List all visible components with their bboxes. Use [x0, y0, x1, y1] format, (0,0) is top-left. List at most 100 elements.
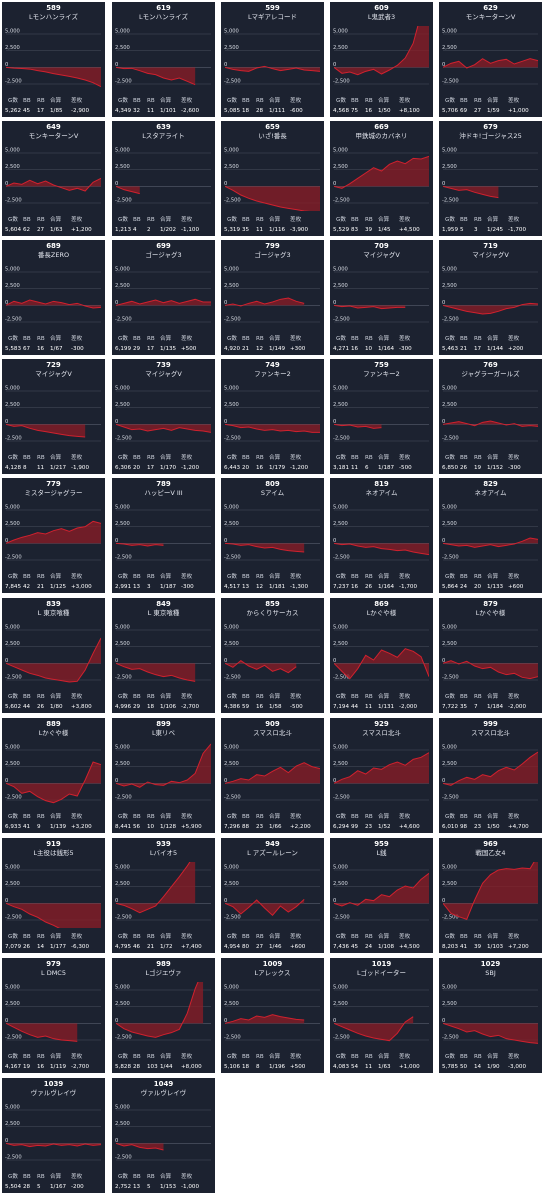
- machine-card[interactable]: 1009 Lアレックス 5,000 2,500 0 -2,500 G数 BB RB 合算 差枚 5,1…: [221, 958, 324, 1073]
- y-tick-label: 5,000: [442, 267, 457, 273]
- machine-card[interactable]: 699 ゴージャグ3 5,000 2,500 0 -2,500 G数 BB RB 合算 差枚 6,19…: [112, 240, 215, 355]
- machine-card[interactable]: 739 マイジャグV 5,000 2,500 0 -2,500 G数 BB RB 合算 差枚 6,30…: [112, 359, 215, 474]
- value-coin-diff: -2,700: [71, 1064, 90, 1070]
- stats-header-row: G数 BB RB 合算 差枚: [115, 813, 212, 822]
- machine-card[interactable]: 789 ハッピーV III 5,000 2,500 0 -2,500 G数 BB RB 合算 差枚 2…: [112, 478, 215, 593]
- diff-chart: 5,000 2,500 0 -2,500: [224, 148, 320, 211]
- machine-number: 659: [265, 123, 280, 131]
- y-tick-label: 2,500: [333, 641, 348, 647]
- y-tick-label: -2,500: [5, 198, 22, 204]
- machine-card[interactable]: 819 ネオアイム 5,000 2,500 0 -2,500 G数 BB RB 合算 差枚 7,237…: [330, 478, 433, 593]
- machine-name: Lバイオ5: [149, 849, 178, 857]
- machine-card[interactable]: 759 ファンキー2 5,000 2,500 0 -2,500 G数 BB RB 合算 差枚 3,18…: [330, 359, 433, 474]
- header-bb: BB: [23, 98, 31, 104]
- machine-card[interactable]: 659 いざ!番長 5,000 2,500 0 -2,500 G数 BB RB 合算 差枚 5,319…: [221, 121, 324, 236]
- machine-number: 839: [46, 600, 61, 608]
- header-bb: BB: [351, 336, 359, 342]
- value-rb: 11: [365, 704, 373, 710]
- machine-name: Lモンハンライズ: [139, 13, 188, 21]
- machine-card[interactable]: 769 ジャグラーガールズ 5,000 2,500 0 -2,500 G数 BB RB 合算 差枚 6…: [439, 359, 542, 474]
- machine-card[interactable]: 1039 ヴァルヴレイヴ 5,000 2,500 0 -2,500 G数 BB RB 合算 差枚 5,…: [2, 1078, 105, 1193]
- machine-card[interactable]: 689 番長ZERO 5,000 2,500 0 -2,500 G数 BB RB 合算 差枚 5,58…: [2, 240, 105, 355]
- machine-number: 879: [483, 600, 498, 608]
- machine-card[interactable]: 919 L主役は銭形5 5,000 2,500 0 -2,500 G数 BB RB 合算 差枚 7,0…: [2, 838, 105, 953]
- machine-card[interactable]: 959 L銭 5,000 2,500 0 -2,500 G数 BB RB 合算 差枚 7,436 45 2…: [330, 838, 433, 953]
- machine-card[interactable]: 939 Lバイオ5 5,000 2,500 0 -2,500 G数 BB RB 合算 差枚 4,795…: [112, 838, 215, 953]
- machine-card[interactable]: 619 Lモンハンライズ 5,000 2,500 0 -2,500 G数 BB RB 合算 差枚 4,…: [112, 2, 215, 117]
- header-combined-rate: 合算: [160, 98, 172, 104]
- value-combined-rate: 1/196: [269, 1064, 286, 1070]
- diff-area: [225, 762, 320, 784]
- machine-card[interactable]: 709 マイジャグV 5,000 2,500 0 -2,500 G数 BB RB 合算 差枚 4,27…: [330, 240, 433, 355]
- machine-card[interactable]: 869 Lかぐや様 5,000 2,500 0 -2,500 G数 BB RB 合算 差枚 7,194…: [330, 598, 433, 713]
- y-tick-label: 2,500: [5, 641, 20, 647]
- header-games: G数: [445, 217, 455, 223]
- machine-card[interactable]: 669 甲鉄城のカバネリ 5,000 2,500 0 -2,500 G数 BB RB 合算 差枚 5,…: [330, 121, 433, 236]
- machine-card[interactable]: 989 Lゴジエヴァ 5,000 2,500 0 -2,500 G数 BB RB 合算 差枚 5,82…: [112, 958, 215, 1073]
- header-rb: RB: [365, 217, 373, 223]
- value-rb: 27: [37, 227, 45, 233]
- machine-card[interactable]: 999 スマスロ北斗 5,000 2,500 0 -2,500 G数 BB RB 合算 差枚 6,01…: [439, 718, 542, 833]
- machine-card[interactable]: 809 Sアイム 5,000 2,500 0 -2,500 G数 BB RB 合算 差枚 4,517 1…: [221, 478, 324, 593]
- machine-number: 649: [46, 123, 61, 131]
- header-games: G数: [227, 455, 237, 461]
- machine-card[interactable]: 639 Lスタアライト 5,000 2,500 0 -2,500 G数 BB RB 合算 差枚 1,2…: [112, 121, 215, 236]
- machine-card[interactable]: 1029 SBJ 5,000 2,500 0 -2,500 G数 BB RB 合算 差枚 5,785 5…: [439, 958, 542, 1073]
- y-tick-label: 5,000: [5, 745, 20, 751]
- value-bb: 28: [23, 1184, 31, 1190]
- y-tick-label: 0: [5, 62, 8, 68]
- diff-line: [116, 298, 211, 306]
- stats-table: G数 BB RB 合算 差枚 7,722 35 7 1/184 -2,000: [442, 691, 539, 713]
- value-coin-diff: -1,700: [399, 584, 418, 590]
- value-bb: 46: [133, 944, 141, 950]
- machine-card[interactable]: 1049 ヴァルヴレイヴ 5,000 2,500 0 -2,500 G数 BB RB 合算 差枚 2,…: [112, 1078, 215, 1193]
- machine-card[interactable]: 1019 Lゴッドイーター 5,000 2,500 0 -2,500 G数 BB RB 合算 差枚 4…: [330, 958, 433, 1073]
- value-bb: 80: [242, 944, 250, 950]
- machine-card[interactable]: 599 Lマギアレコード 5,000 2,500 0 -2,500 G数 BB RB 合算 差枚 5,…: [221, 2, 324, 117]
- machine-card[interactable]: 849 L 東京喰種 5,000 2,500 0 -2,500 G数 BB RB 合算 差枚 4,99…: [112, 598, 215, 713]
- machine-card[interactable]: 729 マイジャグV 5,000 2,500 0 -2,500 G数 BB RB 合算 差枚 4,12…: [2, 359, 105, 474]
- y-tick-label: 2,500: [5, 164, 20, 170]
- machine-card[interactable]: 749 ファンキー2 5,000 2,500 0 -2,500 G数 BB RB 合算 差枚 6,44…: [221, 359, 324, 474]
- machine-card[interactable]: 649 モンキーターンV 5,000 2,500 0 -2,500 G数 BB RB 合算 差枚 5,…: [2, 121, 105, 236]
- machine-card[interactable]: 799 ゴージャグ3 5,000 2,500 0 -2,500 G数 BB RB 合算 差枚 4,92…: [221, 240, 324, 355]
- y-tick-label: 5,000: [224, 386, 239, 392]
- machine-card[interactable]: 779 ミスタージャグラー 5,000 2,500 0 -2,500 G数 BB RB 合算 差枚 7…: [2, 478, 105, 593]
- machine-card[interactable]: 589 Lモンハンライズ 5,000 2,500 0 -2,500 G数 BB RB 合算 差枚 5,…: [2, 2, 105, 117]
- machine-card[interactable]: 609 L鬼武者3 5,000 2,500 0 -2,500 G数 BB RB 合算 差枚 4,568…: [330, 2, 433, 117]
- value-rb: 6: [365, 465, 369, 471]
- machine-card[interactable]: 829 ネオアイム 5,000 2,500 0 -2,500 G数 BB RB 合算 差枚 5,864…: [439, 478, 542, 593]
- machine-card[interactable]: 879 Lかぐや様 5,000 2,500 0 -2,500 G数 BB RB 合算 差枚 7,722…: [439, 598, 542, 713]
- machine-card[interactable]: 679 沖ドキ!ゴージャス25 5,000 2,500 0 -2,500 G数 BB RB 合算 差…: [439, 121, 542, 236]
- value-rb: 7: [474, 704, 478, 710]
- stats-header-row: G数 BB RB 合算 差枚: [224, 933, 321, 942]
- header-coin-diff: 差枚: [508, 217, 520, 223]
- machine-card[interactable]: 929 スマスロ北斗 5,000 2,500 0 -2,500 G数 BB RB 合算 差枚 6,29…: [330, 718, 433, 833]
- machine-card[interactable]: 719 マイジャグV 5,000 2,500 0 -2,500 G数 BB RB 合算 差枚 5,46…: [439, 240, 542, 355]
- machine-card[interactable]: 979 L DMC5 5,000 2,500 0 -2,500 G数 BB RB 合算 差枚 4,16…: [2, 958, 105, 1073]
- value-combined-rate: 1/111: [269, 108, 286, 114]
- stats-table: G数 BB RB 合算 差枚 5,262 45 17 1/85 -2,900: [5, 95, 102, 117]
- value-bb: 45: [23, 108, 31, 114]
- machine-number: 849: [156, 600, 171, 608]
- y-tick-label: -2,500: [224, 915, 241, 921]
- machine-card[interactable]: 629 モンキーターンV 5,000 2,500 0 -2,500 G数 BB RB 合算 差枚 5,…: [439, 2, 542, 117]
- machine-card[interactable]: 969 戦国乙女4 5,000 2,500 0 -2,500 G数 BB RB 合算 差枚 8,203…: [439, 838, 542, 953]
- machine-card[interactable]: 909 スマスロ北斗 5,000 2,500 0 -2,500 G数 BB RB 合算 差枚 7,29…: [221, 718, 324, 833]
- value-coin-diff: +3,000: [71, 584, 92, 590]
- machine-card[interactable]: 889 Lかぐや様 5,000 2,500 0 -2,500 G数 BB RB 合算 差枚 6,933…: [2, 718, 105, 833]
- machine-card[interactable]: 949 L アズールレーン 5,000 2,500 0 -2,500 G数 BB RB 合算 差枚 4…: [221, 838, 324, 953]
- value-rb: 16: [365, 108, 373, 114]
- machine-card[interactable]: 839 L 東京喰種 5,000 2,500 0 -2,500 G数 BB RB 合算 差枚 5,60…: [2, 598, 105, 713]
- machine-card[interactable]: 899 L東リベ 5,000 2,500 0 -2,500 G数 BB RB 合算 差枚 8,441 5…: [112, 718, 215, 833]
- stats-value-row: 5,319 35 11 1/116 -3,900: [224, 226, 321, 235]
- machine-card[interactable]: 859 からくりサーカス 5,000 2,500 0 -2,500 G数 BB RB 合算 差枚 4,…: [221, 598, 324, 713]
- y-tick-label: 0: [224, 658, 227, 664]
- diff-line: [116, 542, 164, 547]
- value-rb: 9: [37, 824, 41, 830]
- value-rb: 11: [256, 227, 264, 233]
- header-games: G数: [445, 98, 455, 104]
- value-combined-rate: 1/133: [487, 584, 504, 590]
- value-games: 5,785: [442, 1064, 459, 1070]
- y-tick-label: 2,500: [224, 881, 239, 887]
